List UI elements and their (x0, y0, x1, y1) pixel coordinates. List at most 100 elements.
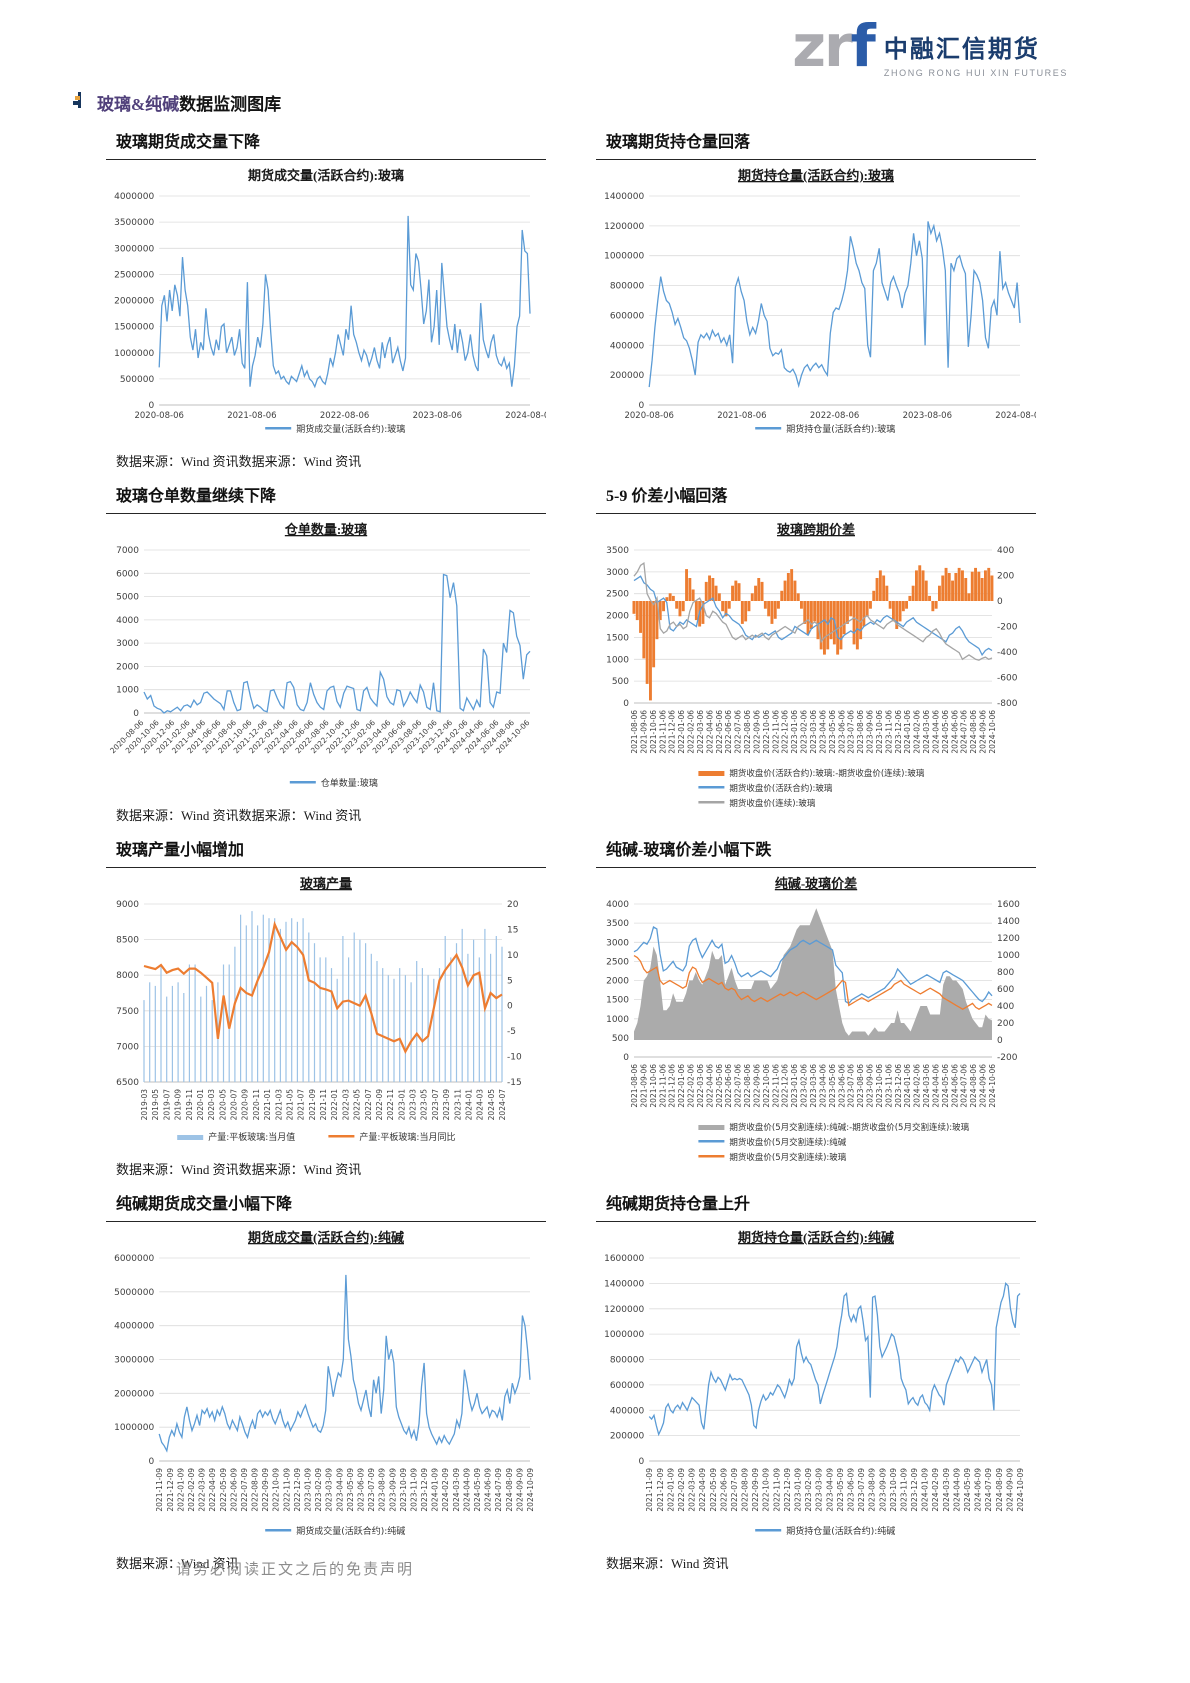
svg-text:1600000: 1600000 (604, 1254, 644, 1264)
svg-text:2023-09: 2023-09 (442, 1089, 451, 1121)
x-axis-labels: 2020-08-062020-10-062020-12-062021-02-06… (108, 718, 531, 755)
y-axis-gridlines: 0 500000 1000000 1500000 2000000 2500000 30000… (114, 192, 530, 411)
svg-text:2022-07: 2022-07 (364, 1089, 373, 1121)
chart-title: 纯碱-玻璃价差 (775, 876, 857, 891)
svg-text:2024-04-06: 2024-04-06 (932, 1064, 941, 1108)
svg-text:2022-07-06: 2022-07-06 (734, 1064, 743, 1108)
svg-text:2024-06-09: 2024-06-09 (484, 1468, 493, 1512)
x-axis-labels: 2021-11-09 2021-12-09 2022-01-09 2022-02-09… (155, 1468, 535, 1512)
svg-text:期货收盘价(活跃合约):玻璃:-期货收盘价(连续):玻璃: 期货收盘价(活跃合约):玻璃:-期货收盘价(连续):玻璃 (729, 768, 924, 779)
svg-text:500: 500 (612, 1034, 629, 1044)
y2-axis-labels: -15 -10 -5 0 5 10 15 20 (507, 900, 522, 1088)
svg-text:2022-04-06: 2022-04-06 (705, 1064, 714, 1108)
svg-text:2021-08-06: 2021-08-06 (227, 411, 276, 421)
svg-text:2023-02-09: 2023-02-09 (314, 1468, 323, 1512)
svg-text:2024-08-06: 2024-08-06 (505, 411, 546, 421)
logo-mark: zrf (792, 17, 876, 75)
chart-title: 仓单数量:玻璃 (284, 522, 367, 537)
svg-text:期货持仓量(活跃合约):玻璃: 期货持仓量(活跃合约):玻璃 (786, 423, 895, 435)
svg-text:2024-01: 2024-01 (464, 1089, 473, 1121)
chart-legend: 期货成交量(活跃合约):玻璃 (265, 423, 405, 435)
svg-text:2022-02-09: 2022-02-09 (187, 1468, 196, 1512)
chart-svg: 期货成交量(活跃合约):玻璃 0 500000 1000000 1500000 20000… (114, 168, 555, 435)
chart-title: 期货成交量(活跃合约):纯碱 (248, 1230, 404, 1245)
svg-text:2022-09: 2022-09 (375, 1089, 384, 1121)
svg-text:0: 0 (148, 1457, 154, 1467)
svg-text:15: 15 (507, 925, 518, 935)
data-source-note: 数据来源：Wind 资讯数据来源：Wind 资讯 (116, 1162, 362, 1177)
svg-text:2022-04-06: 2022-04-06 (705, 710, 714, 754)
svg-text:2019-09: 2019-09 (174, 1089, 183, 1121)
x-axis-labels: 2021-08-06 2021-09-06 2021-10-06 2021-11-06… (630, 710, 997, 754)
svg-text:2022-06-06: 2022-06-06 (724, 710, 733, 754)
series-3 (633, 561, 993, 661)
svg-text:2023-05-06: 2023-05-06 (828, 1064, 837, 1108)
svg-text:2022-07-06: 2022-07-06 (734, 710, 743, 754)
svg-text:2021-11: 2021-11 (319, 1089, 328, 1121)
svg-text:2022-05-09: 2022-05-09 (709, 1468, 718, 1512)
svg-text:2022-07-09: 2022-07-09 (730, 1468, 739, 1512)
svg-text:1000: 1000 (606, 655, 629, 665)
svg-text:产量:平板玻璃:当月值: 产量:平板玻璃:当月值 (208, 1131, 295, 1143)
svg-text:3500000: 3500000 (114, 218, 154, 228)
series-3 (633, 955, 993, 1010)
chart-canvas-6: 纯碱-玻璃价差 0 500 1000 1500 2000 2500 3000 3500 4000-… (596, 872, 1036, 1177)
svg-text:2023-04-09: 2023-04-09 (335, 1468, 344, 1512)
svg-text:0: 0 (148, 401, 154, 411)
svg-text:2024-01-09: 2024-01-09 (431, 1468, 440, 1512)
svg-text:2022-09-09: 2022-09-09 (751, 1468, 760, 1512)
svg-text:2024-10-06: 2024-10-06 (988, 710, 997, 754)
svg-text:2022-03-06: 2022-03-06 (696, 1064, 705, 1108)
series-1 (158, 215, 531, 389)
svg-text:期货成交量(活跃合约):纯碱: 期货成交量(活跃合约):纯碱 (296, 1525, 405, 1537)
svg-text:2021-12-09: 2021-12-09 (166, 1468, 175, 1512)
svg-text:2022-04-09: 2022-04-09 (698, 1468, 707, 1512)
chart-block-5: 玻璃产量小幅增加 玻璃产量 6500 7000 7500 8000 8500 9000 -15-… (106, 836, 546, 1178)
chart-legend: 期货收盘价(活跃合约):玻璃:-期货收盘价(连续):玻璃期货收盘价(活跃合约):… (698, 768, 925, 809)
svg-text:2024-07: 2024-07 (498, 1089, 507, 1121)
x-axis-labels: 2021-08-06 2021-09-06 2021-10-06 2021-11-06… (630, 1064, 997, 1108)
svg-text:2022-03: 2022-03 (341, 1089, 350, 1121)
svg-text:-5: -5 (507, 1027, 516, 1037)
svg-text:-800: -800 (997, 699, 1018, 709)
svg-text:-200: -200 (997, 623, 1018, 633)
svg-text:2000000: 2000000 (114, 297, 154, 307)
svg-text:期货收盘价(连续):玻璃: 期货收盘价(连续):玻璃 (729, 798, 815, 809)
svg-text:2022-12-09: 2022-12-09 (783, 1468, 792, 1512)
svg-text:2020-08-06: 2020-08-06 (624, 411, 673, 421)
svg-text:2024-04-09: 2024-04-09 (462, 1468, 471, 1512)
svg-text:2022-10-09: 2022-10-09 (762, 1468, 771, 1512)
svg-text:2024-04-09: 2024-04-09 (952, 1468, 961, 1512)
svg-text:800000: 800000 (610, 282, 645, 292)
svg-text:2022-08-09: 2022-08-09 (251, 1468, 260, 1512)
svg-text:2023-07-09: 2023-07-09 (367, 1468, 376, 1512)
svg-text:2024-08-09: 2024-08-09 (995, 1468, 1004, 1512)
divider-line (106, 1221, 546, 1222)
svg-text:1000000: 1000000 (604, 1330, 644, 1340)
svg-text:2021-07: 2021-07 (297, 1089, 306, 1121)
chart-block-2: 玻璃期货持仓量回落期货持仓量(活跃合约):玻璃 0 200000 400000 6000… (596, 128, 1045, 470)
svg-text:2023-10-09: 2023-10-09 (889, 1468, 898, 1512)
svg-text:2024-03-06: 2024-03-06 (922, 710, 931, 754)
series-1 (648, 1282, 1021, 1437)
series-1 (634, 908, 992, 1040)
chart-canvas-2: 期货持仓量(活跃合约):玻璃 0 200000 400000 600000 800000 1… (596, 164, 1045, 449)
svg-text:2022-02-09: 2022-02-09 (677, 1468, 686, 1512)
svg-text:200000: 200000 (610, 1432, 645, 1442)
svg-text:-400: -400 (997, 648, 1018, 658)
charts-grid: 玻璃期货成交量下降 期货成交量(活跃合约):玻璃 0 500000 1000000 150… (106, 128, 1045, 1572)
svg-text:2024-10-09: 2024-10-09 (526, 1468, 535, 1512)
svg-text:2019-05: 2019-05 (151, 1089, 160, 1121)
chart-block-subtitle: 玻璃期货持仓量回落 (606, 134, 751, 151)
svg-text:2020-03: 2020-03 (207, 1089, 216, 1121)
chart-block-subtitle: 纯碱期货持仓量上升 (606, 1196, 751, 1213)
x-axis-labels: 2019-03 2019-05 2019-07 2019-09 2019-11 2020-… (140, 1089, 507, 1121)
svg-text:2024-02-09: 2024-02-09 (931, 1468, 940, 1512)
chart-svg: 期货持仓量(活跃合约):玻璃 0 200000 400000 600000 800000 1… (604, 168, 1045, 435)
svg-text:2023-02-06: 2023-02-06 (800, 1064, 809, 1108)
svg-text:2023-08-09: 2023-08-09 (378, 1468, 387, 1512)
data-source-note: 数据来源：Wind 资讯 (116, 1556, 239, 1571)
svg-text:2023-10-06: 2023-10-06 (875, 1064, 884, 1108)
chart-canvas-7: 期货成交量(活跃合约):纯碱 0 1000000 2000000 3000000 4000… (106, 1226, 546, 1551)
svg-text:2024-05-09: 2024-05-09 (473, 1468, 482, 1512)
